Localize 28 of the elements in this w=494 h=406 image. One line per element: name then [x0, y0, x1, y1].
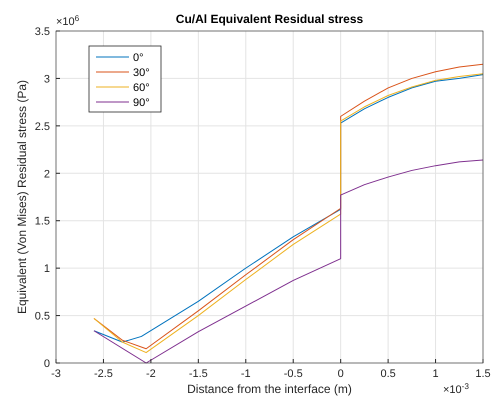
text: ×10$^{6}$: [56, 14, 80, 28]
y-tick-label: 2: [44, 168, 50, 180]
y-axis-title: Equivalent (Von Mises) Residual stress (Pa): [15, 80, 29, 314]
x-tick-label: 1.5: [475, 368, 491, 380]
x-tick-label: -1.5: [188, 368, 208, 380]
legend-label: 60°: [133, 82, 150, 94]
x-tick-label: 0: [338, 368, 344, 380]
legend-label: 30°: [133, 67, 150, 79]
line-series: [93, 160, 483, 364]
x-tick-label: 1: [432, 368, 439, 380]
x-tick-label: -3: [51, 368, 61, 380]
y-tick-label: 0: [44, 358, 50, 370]
x-tick-label: -1: [240, 368, 251, 380]
y-tick-label: 3: [44, 73, 50, 86]
y-tick-label: 1: [44, 263, 50, 276]
x-tick-label: 0.5: [380, 368, 396, 380]
text: ×10$^{-3}$: [443, 382, 470, 396]
x-tick-label: -2: [146, 368, 156, 380]
x-axis-title: Distance from the interface (m): [187, 382, 352, 396]
y-tick-label: 2.5: [34, 120, 50, 133]
x-tick-label: -0.5: [284, 368, 303, 380]
chart-title: Cu/Al Equivalent Residual stress: [176, 12, 364, 26]
legend-label: 0°: [133, 52, 144, 64]
x-tick-label: -2.5: [94, 368, 113, 380]
y-tick-label: 3.5: [34, 26, 50, 38]
y-tick-label: 1.5: [34, 216, 50, 228]
y-tick-label: 0.5: [34, 310, 50, 323]
legend-label: 90°: [133, 97, 150, 109]
